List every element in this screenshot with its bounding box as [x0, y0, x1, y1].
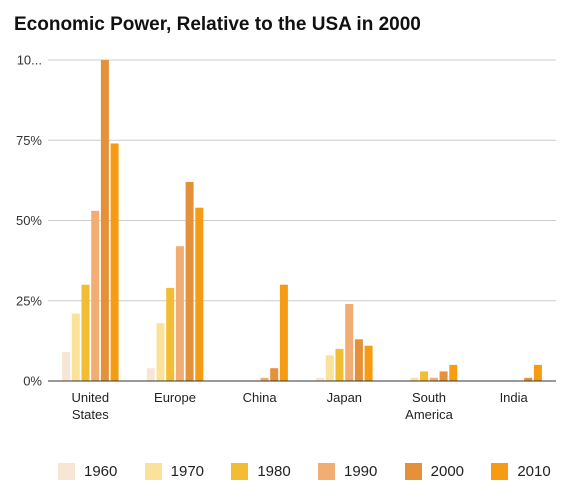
- y-tick-label: 10...: [17, 53, 42, 68]
- legend-item: 1970: [144, 458, 205, 484]
- x-category-label: South America: [405, 390, 453, 422]
- x-category-label: United States: [72, 390, 110, 422]
- bar: [100, 60, 109, 381]
- bar: [156, 323, 165, 381]
- legend-swatch: [491, 462, 509, 480]
- chart-title: Economic Power, Relative to the USA in 2…: [14, 14, 421, 35]
- bar: [260, 377, 269, 381]
- bar: [175, 246, 184, 381]
- legend-label: 2000: [430, 462, 465, 480]
- bar: [439, 371, 448, 381]
- bar: [316, 377, 325, 381]
- bar: [146, 368, 155, 381]
- bar: [71, 313, 80, 381]
- bar: [91, 210, 100, 381]
- bar: [364, 345, 373, 381]
- bar: [270, 368, 279, 381]
- x-category-label: China: [243, 390, 278, 405]
- legend-item: 2000: [404, 458, 465, 484]
- legend-swatch: [404, 462, 422, 480]
- bar: [185, 182, 194, 381]
- bar: [345, 304, 354, 381]
- y-tick-label: 25%: [16, 293, 42, 308]
- legend-label: 2010: [517, 462, 551, 480]
- bar: [325, 355, 334, 381]
- legend-item: 1960: [58, 458, 117, 484]
- bar: [110, 143, 119, 381]
- bar: [420, 371, 429, 381]
- y-axis-tick-labels: 0% 25% 50% 75% 10...: [16, 53, 42, 389]
- y-tick-label: 0%: [23, 374, 42, 389]
- legend-item: 1990: [318, 458, 377, 484]
- bar: [195, 207, 204, 381]
- bar: [166, 287, 175, 381]
- legend-label: 1990: [344, 462, 378, 480]
- bars: [62, 60, 542, 381]
- legend-item: 2010: [491, 458, 551, 484]
- gridlines: [48, 59, 556, 302]
- x-category-label: Japan: [327, 390, 362, 405]
- bar: [429, 377, 438, 381]
- x-category-label: India: [500, 390, 529, 405]
- legend-item: 1980: [231, 458, 291, 484]
- bar: [62, 352, 71, 381]
- legend-swatch: [318, 462, 335, 480]
- legend-label: 1960: [84, 462, 118, 480]
- legend-swatch: [58, 462, 75, 480]
- legend-swatch: [231, 462, 249, 480]
- bar: [279, 284, 288, 381]
- bar: [533, 364, 542, 381]
- legend: 1960 1970 1980 1990 2000 2010: [40, 458, 560, 484]
- x-axis-category-labels: United States Europe China Japan South America…: [72, 390, 529, 422]
- legend-label: 1970: [170, 462, 205, 480]
- bar: [410, 377, 419, 381]
- y-tick-label: 50%: [16, 213, 42, 228]
- bar: [335, 348, 344, 381]
- legend-label: 1980: [257, 462, 291, 480]
- bar: [81, 284, 90, 381]
- legend-swatch: [144, 462, 162, 480]
- bar: [354, 339, 363, 381]
- y-tick-label: 75%: [16, 133, 42, 148]
- bar: [524, 377, 533, 381]
- x-category-label: Europe: [154, 390, 196, 405]
- bar: [449, 364, 458, 381]
